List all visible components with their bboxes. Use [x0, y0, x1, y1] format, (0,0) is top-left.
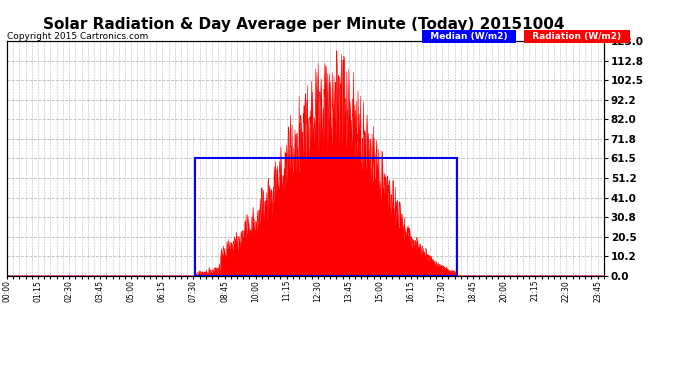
Text: Radiation (W/m2): Radiation (W/m2): [526, 32, 628, 41]
Bar: [195, 158, 457, 276]
Text: Solar Radiation & Day Average per Minute (Today) 20151004: Solar Radiation & Day Average per Minute…: [43, 17, 564, 32]
Text: Copyright 2015 Cartronics.com: Copyright 2015 Cartronics.com: [7, 32, 148, 41]
Text: Median (W/m2): Median (W/m2): [424, 32, 514, 41]
